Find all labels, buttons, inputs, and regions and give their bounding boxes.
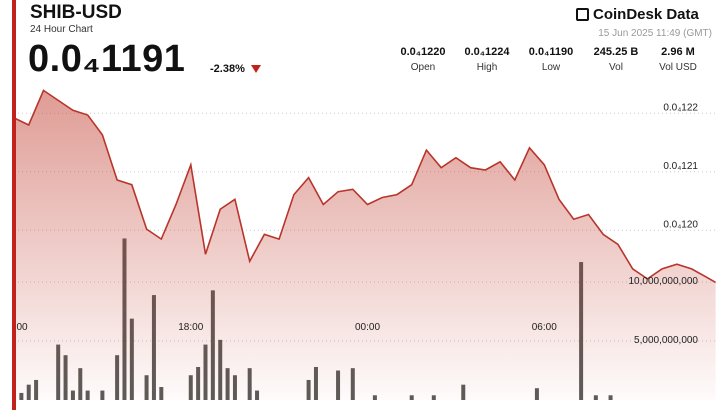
stat: 0.0₄1220 Open	[388, 46, 458, 73]
y-tick-label: 0.0₄120	[663, 219, 698, 230]
symbol: SHIB-USD	[30, 2, 122, 23]
timestamp: 15 Jun 2025 11:49 (GMT)	[598, 28, 712, 39]
stat-value: 0.0₄1190	[528, 46, 574, 58]
stat-value: 0.0₄1224	[464, 46, 510, 58]
volume-tick-label: 10,000,000,000	[628, 276, 698, 287]
price: 0.0₄1191	[28, 38, 186, 80]
stat-label: High	[476, 62, 498, 73]
down-arrow	[251, 65, 261, 73]
stat: 0.0₄1190 Low	[516, 46, 586, 73]
stat-label: Low	[541, 62, 561, 73]
stat: 2.96 M Vol USD	[643, 46, 713, 73]
price-area	[14, 90, 716, 401]
stat-value: 2.96 M	[661, 46, 695, 58]
stat-label: Vol	[609, 62, 623, 73]
y-tick-label: 0.0₄122	[663, 102, 698, 113]
logo	[576, 8, 589, 21]
x-tick-label: 06:00	[532, 322, 557, 333]
x-tick-label: 18:00	[178, 322, 203, 333]
stat: 0.0₄1224 High	[452, 46, 522, 73]
stat-label: Open	[410, 62, 436, 73]
y-tick-label: 0.0₄121	[663, 161, 698, 172]
volume-tick-label: 5,000,000,000	[634, 335, 698, 346]
stat-value: 0.0₄1220	[400, 46, 446, 58]
stat-label: Vol USD	[659, 62, 697, 73]
subtitle: 24 Hour Chart	[30, 24, 93, 35]
brand-name: CoinDesk Data	[593, 6, 699, 23]
stat: 245.25 B Vol	[581, 46, 651, 73]
change: -2.38%	[210, 63, 245, 75]
price-line	[13, 89, 716, 284]
brand: CoinDesk Data	[576, 6, 699, 23]
stat-value: 245.25 B	[593, 46, 639, 58]
accent-bar	[12, 0, 16, 410]
x-tick-label: 00:00	[355, 322, 380, 333]
x-tick-label: 00	[16, 322, 28, 333]
